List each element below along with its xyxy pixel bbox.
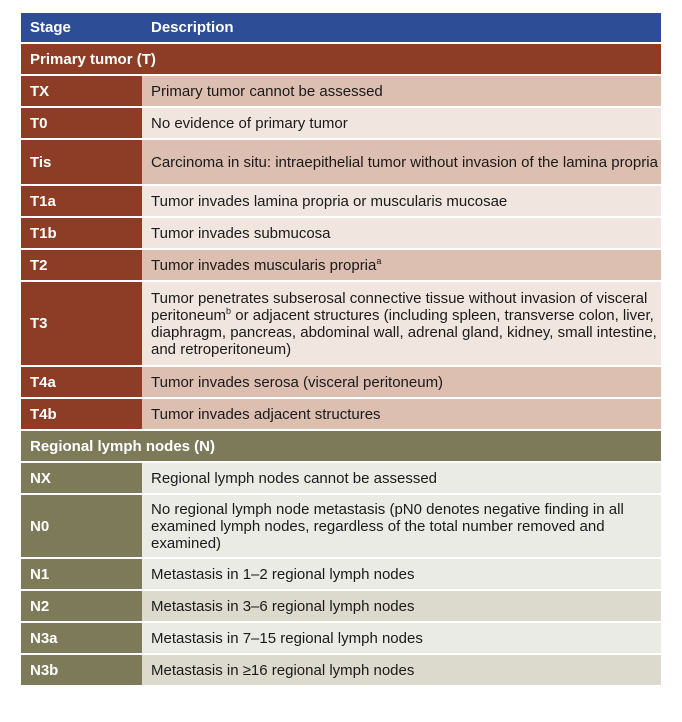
stage-cell: T1b xyxy=(21,218,142,248)
stage-cell: T4b xyxy=(21,399,142,429)
description-cell: Tumor invades lamina propria or muscular… xyxy=(142,186,661,216)
stage-cell: T1a xyxy=(21,186,142,216)
header-description: Description xyxy=(142,13,661,42)
table-row: TX Primary tumor cannot be assessed xyxy=(21,76,661,106)
section-title: Regional lymph nodes (N) xyxy=(21,431,661,461)
description-cell: Metastasis in 1–2 regional lymph nodes xyxy=(142,559,661,589)
table-row: T2 Tumor invades muscularis propriaa xyxy=(21,250,661,280)
staging-table: Stage Description Primary tumor (T) TX P… xyxy=(21,11,661,687)
stage-cell: T4a xyxy=(21,367,142,397)
description-cell: Tumor invades submucosa xyxy=(142,218,661,248)
stage-cell: T2 xyxy=(21,250,142,280)
stage-cell: N1 xyxy=(21,559,142,589)
table-row: NX Regional lymph nodes cannot be assess… xyxy=(21,463,661,493)
header-stage: Stage xyxy=(21,13,142,42)
description-cell: Tumor invades adjacent structures xyxy=(142,399,661,429)
section-regional-lymph-nodes: Regional lymph nodes (N) xyxy=(21,431,661,461)
stage-cell: N3b xyxy=(21,655,142,685)
description-cell: Tumor invades serosa (visceral peritoneu… xyxy=(142,367,661,397)
description-cell: Metastasis in ≥16 regional lymph nodes xyxy=(142,655,661,685)
table-row: T1a Tumor invades lamina propria or musc… xyxy=(21,186,661,216)
stage-cell: TX xyxy=(21,76,142,106)
stage-cell: T3 xyxy=(21,282,142,365)
description-cell: Primary tumor cannot be assessed xyxy=(142,76,661,106)
stage-cell: NX xyxy=(21,463,142,493)
table-row: N1 Metastasis in 1–2 regional lymph node… xyxy=(21,559,661,589)
description-cell: Regional lymph nodes cannot be assessed xyxy=(142,463,661,493)
stage-cell: N0 xyxy=(21,495,142,557)
description-text-continued: or adjacent structures (including spleen… xyxy=(151,306,657,358)
table-row: T4b Tumor invades adjacent structures xyxy=(21,399,661,429)
table-row: N0 No regional lymph node metastasis (pN… xyxy=(21,495,661,557)
table-row: N3b Metastasis in ≥16 regional lymph nod… xyxy=(21,655,661,685)
section-primary-tumor: Primary tumor (T) xyxy=(21,44,661,74)
table-row: T3 Tumor penetrates subserosal connectiv… xyxy=(21,282,661,365)
section-title: Primary tumor (T) xyxy=(21,44,661,74)
description-cell: Tumor invades muscularis propriaa xyxy=(142,250,661,280)
table-row: T0 No evidence of primary tumor xyxy=(21,108,661,138)
footnote-marker: a xyxy=(376,255,382,266)
description-cell: No evidence of primary tumor xyxy=(142,108,661,138)
stage-cell: N2 xyxy=(21,591,142,621)
description-cell: Tumor penetrates subserosal connective t… xyxy=(142,282,661,365)
description-cell: Metastasis in 7–15 regional lymph nodes xyxy=(142,623,661,653)
table-row: T1b Tumor invades submucosa xyxy=(21,218,661,248)
description-cell: Carcinoma in situ: intraepithelial tumor… xyxy=(142,140,661,184)
description-cell: Metastasis in 3–6 regional lymph nodes xyxy=(142,591,661,621)
footnote-marker: b xyxy=(226,305,232,316)
table-row: N3a Metastasis in 7–15 regional lymph no… xyxy=(21,623,661,653)
table-row: Tis Carcinoma in situ: intraepithelial t… xyxy=(21,140,661,184)
table-row: N2 Metastasis in 3–6 regional lymph node… xyxy=(21,591,661,621)
stage-cell: T0 xyxy=(21,108,142,138)
description-text: Tumor penetrates subserosal connective t… xyxy=(151,289,648,324)
description-cell: No regional lymph node metastasis (pN0 d… xyxy=(142,495,661,557)
description-text: Tumor invades muscularis propria xyxy=(151,256,377,274)
table-header-row: Stage Description xyxy=(21,13,661,42)
table-row: T4a Tumor invades serosa (visceral perit… xyxy=(21,367,661,397)
stage-cell: N3a xyxy=(21,623,142,653)
stage-cell: Tis xyxy=(21,140,142,184)
